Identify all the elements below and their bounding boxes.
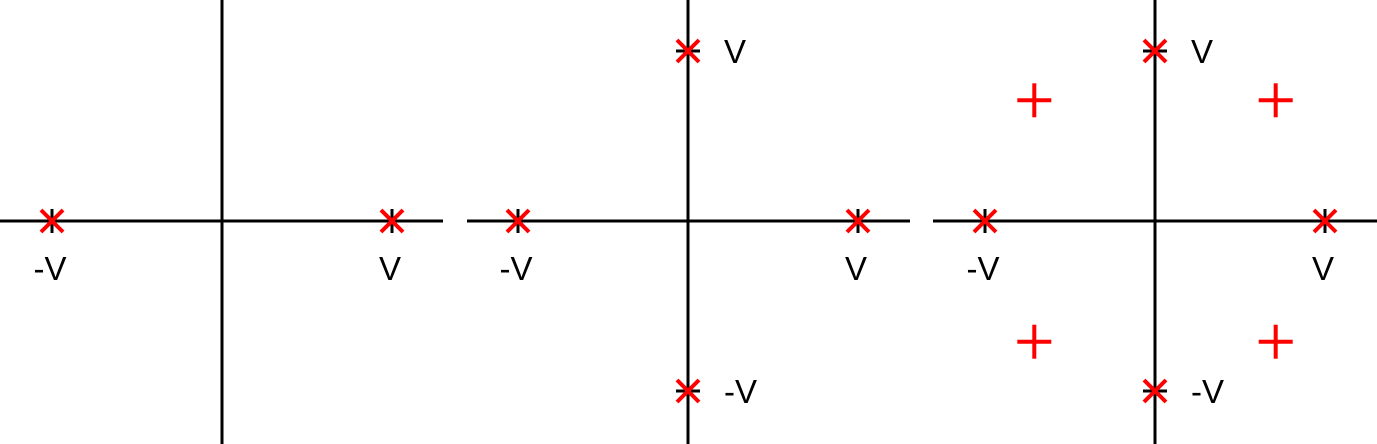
panel-2d-with-diagonals: -V V V -V	[933, 0, 1377, 444]
plus-upper-right-marker	[1258, 83, 1293, 118]
point-label-pos-v-y: V	[1191, 33, 1213, 70]
point-marker-pos-v-x	[379, 208, 405, 234]
plus-lower-left-marker	[1017, 324, 1052, 359]
panel-2d: -V V V -V	[467, 0, 910, 444]
point-marker-neg-v-x	[505, 208, 531, 234]
point-label-neg-v-x: -V	[500, 250, 533, 287]
point-marker-neg-v-y	[675, 378, 701, 404]
point-label-pos-v-x: V	[845, 250, 867, 287]
point-label-neg-v-y: -V	[724, 373, 757, 410]
point-label-pos-v-y: V	[724, 33, 746, 70]
panel-1d: -V V	[0, 0, 443, 444]
point-label-pos-v-x: V	[379, 250, 401, 287]
point-marker-pos-v-y	[1142, 38, 1168, 64]
point-marker-pos-v-x	[1312, 208, 1338, 234]
point-label-pos-v-x: V	[1312, 250, 1334, 287]
point-marker-neg-v-x	[39, 208, 65, 234]
point-marker-pos-v-x	[845, 208, 871, 234]
point-marker-neg-v-y	[1142, 378, 1168, 404]
point-marker-pos-v-y	[675, 38, 701, 64]
point-marker-neg-v-x	[972, 208, 998, 234]
point-label-neg-v-y: -V	[1191, 373, 1224, 410]
point-label-neg-v-x: -V	[34, 250, 67, 287]
point-label-neg-v-x: -V	[967, 250, 1000, 287]
plus-lower-right-marker	[1258, 324, 1293, 359]
plus-upper-left-marker	[1017, 83, 1052, 118]
